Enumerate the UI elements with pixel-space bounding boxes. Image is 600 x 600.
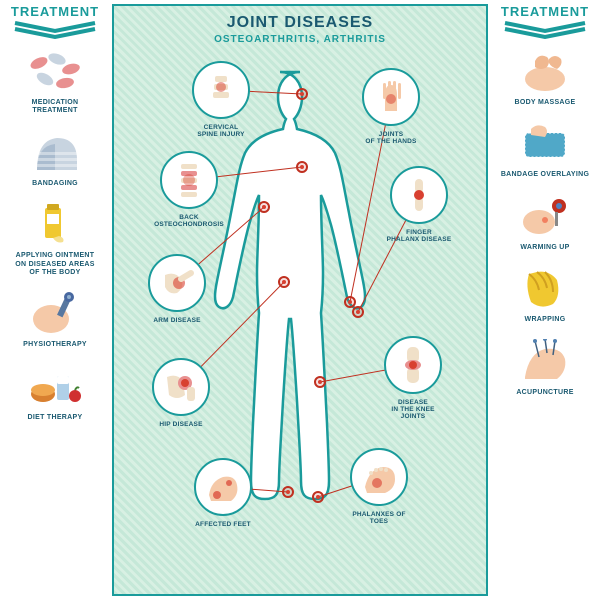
marker-knee [314,376,326,388]
left-sidebar-title: TREATMENT [2,4,108,19]
treatment-label: WARMING UP [520,244,569,252]
finger-icon [398,174,440,216]
marker-finger [352,306,364,318]
marker-back [296,161,308,173]
main-title: JOINT DISEASES [114,14,486,32]
disease-label-hands: JOINTS OF THE HANDS [356,131,426,145]
cervical-icon [200,69,242,111]
knee-icon [392,344,434,386]
treatment-bandage-overlay: BANDAGE OVERLAYING [492,119,598,179]
wrapping-icon [515,264,575,312]
treatment-label: PHYSIOTHERAPY [23,341,87,349]
treatment-label: BANDAGING [32,180,78,188]
diet-icon [25,362,85,410]
treatment-label: WRAPPING [525,316,566,324]
treatment-label: ACUPUNCTURE [516,389,573,397]
hands-icon [370,76,412,118]
marker-arm [258,201,270,213]
disease-label-cervical: CERVICAL SPINE INJURY [186,124,256,138]
treatment-acupuncture: ACUPUNCTURE [492,337,598,397]
treatment-label: APPLYING OINTMENT ON DISEASED AREAS OF T… [15,252,95,277]
chevron-down-icon [492,21,598,39]
treatment-label: BODY MASSAGE [514,99,575,107]
disease-circle-arm [148,254,206,312]
bandaging-icon [25,128,85,176]
arm-icon [156,262,198,304]
medication-icon [25,47,85,95]
treatment-warming: WARMING UP [492,192,598,252]
treatment-label: DIET THERAPY [28,414,83,422]
treatment-wrapping: WRAPPING [492,264,598,324]
chevron-down-icon [2,21,108,39]
treatment-label: MEDICATION TREATMENT [32,99,79,116]
treatment-medication: MEDICATION TREATMENT [2,47,108,116]
disease-circle-feet [194,458,252,516]
main-title-block: JOINT DISEASES OSTEOARTHRITIS, ARTHRITIS [114,6,486,45]
treatment-ointment: APPLYING OINTMENT ON DISEASED AREAS OF T… [2,200,108,277]
hip-icon [160,366,202,408]
bandage-overlay-icon [515,119,575,167]
marker-toes [312,491,324,503]
disease-label-hip: HIP DISEASE [146,421,216,428]
right-sidebar-title: TREATMENT [492,4,598,19]
main-subtitle: OSTEOARTHRITIS, ARTHRITIS [114,34,486,45]
treatment-diet: DIET THERAPY [2,362,108,422]
disease-circle-hip [152,358,210,416]
acupuncture-icon [515,337,575,385]
right-sidebar: TREATMENT BODY MASSAGE BANDAGE OVERLAYING… [490,0,600,600]
marker-cervical [296,88,308,100]
disease-circle-knee [384,336,442,394]
massage-icon [515,47,575,95]
disease-label-finger: FINGER PHALANX DISEASE [384,229,454,243]
disease-circle-hands [362,68,420,126]
marker-feet [282,486,294,498]
feet-icon [202,466,244,508]
center-diagram: JOINT DISEASES OSTEOARTHRITIS, ARTHRITIS… [112,4,488,596]
toes-icon [358,456,400,498]
treatment-label: BANDAGE OVERLAYING [501,171,589,179]
disease-label-knee: DISEASE IN THE KNEE JOINTS [378,399,448,420]
ointment-icon [25,200,85,248]
infographic-container: TREATMENT MEDICATION TREATMENT BANDAGING A… [0,0,600,600]
disease-label-toes: PHALANXES OF TOES [344,511,414,525]
treatment-bandaging: BANDAGING [2,128,108,188]
disease-circle-back [160,151,218,209]
disease-label-arm: ARM DISEASE [142,317,212,324]
back-icon [168,159,210,201]
disease-label-back: BACK OSTEOCHONDROSIS [154,214,224,228]
disease-label-feet: AFFECTED FEET [188,521,258,528]
warming-icon [515,192,575,240]
marker-hip [278,276,290,288]
treatment-physio: PHYSIOTHERAPY [2,289,108,349]
treatment-massage: BODY MASSAGE [492,47,598,107]
physio-icon [25,289,85,337]
disease-circle-finger [390,166,448,224]
disease-circle-toes [350,448,408,506]
disease-circle-cervical [192,61,250,119]
left-sidebar: TREATMENT MEDICATION TREATMENT BANDAGING A… [0,0,110,600]
